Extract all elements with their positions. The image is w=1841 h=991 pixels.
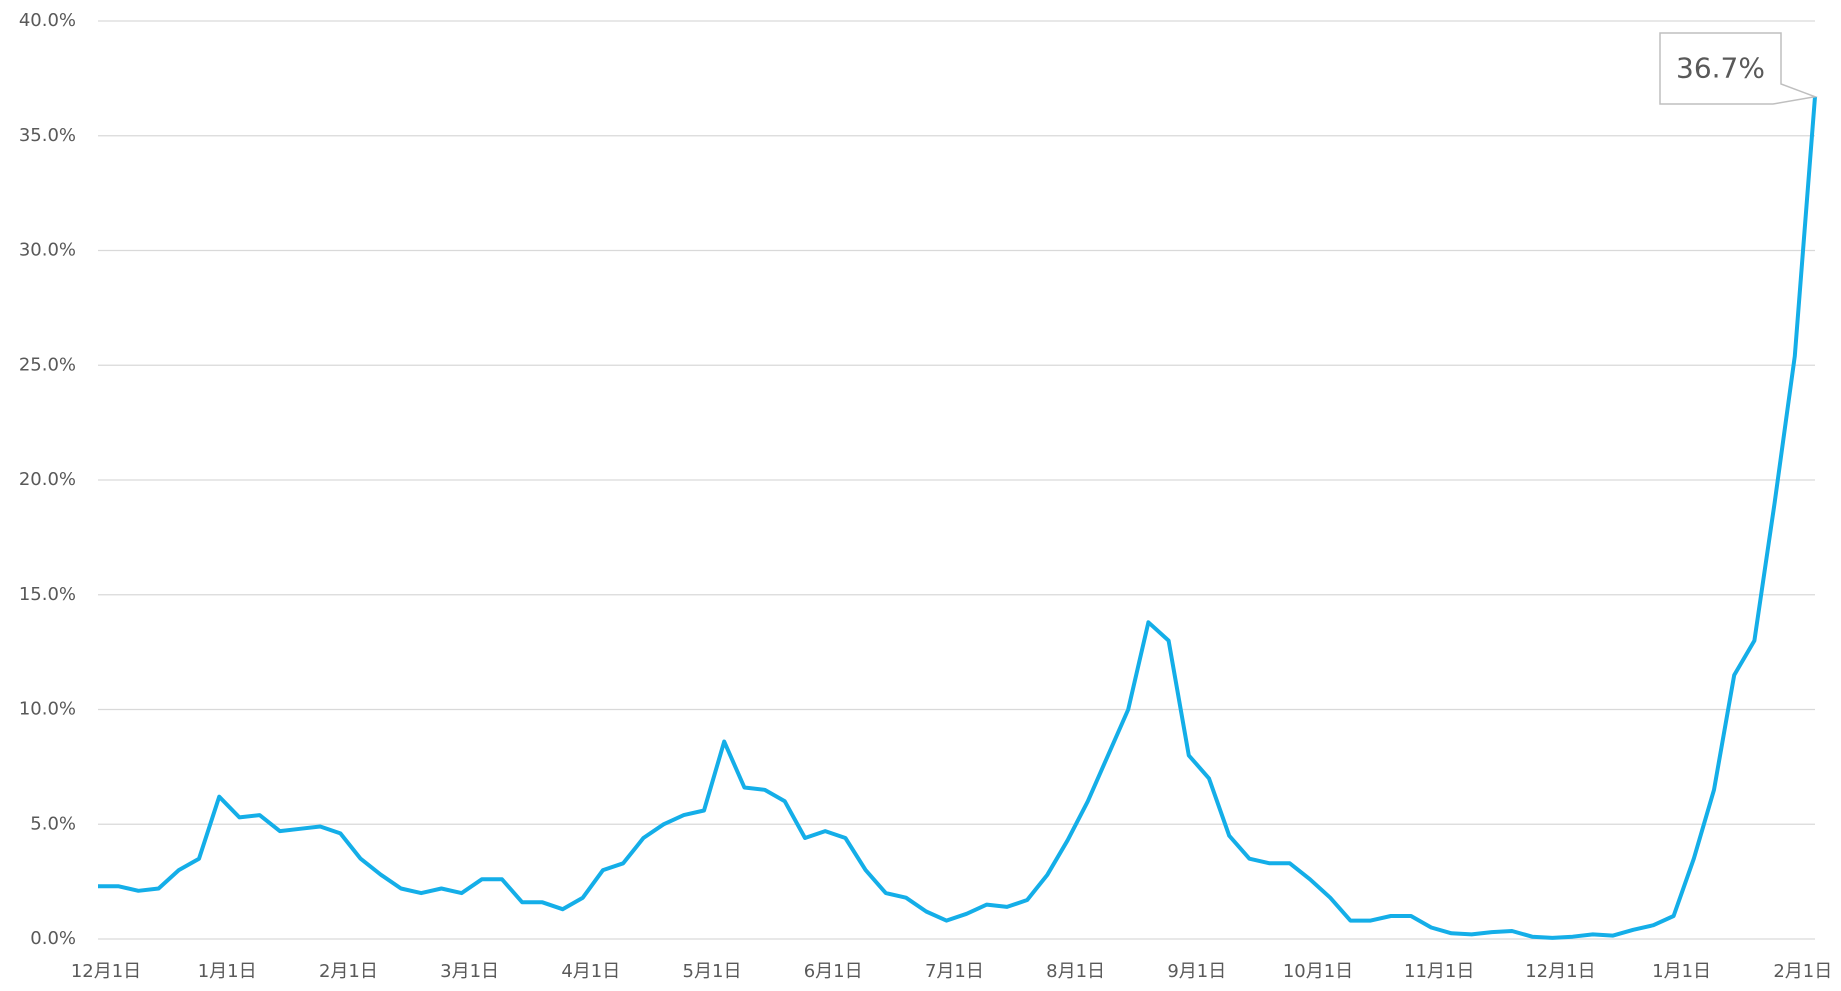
- y-tick-label: 35.0%: [19, 125, 76, 146]
- x-tick-label: 1月1日: [198, 961, 257, 982]
- callout-box: [1659, 32, 1818, 105]
- y-tick-label: 5.0%: [30, 813, 76, 834]
- data-label: 36.7%: [1676, 52, 1765, 85]
- x-tick-label: 7月1日: [925, 961, 984, 982]
- data-line: [98, 96, 1817, 940]
- x-tick-label: 3月1日: [440, 961, 499, 982]
- y-tick-label: 40.0%: [19, 10, 76, 31]
- x-tick-label: 5月1日: [683, 961, 742, 982]
- y-tick-label: 15.0%: [19, 584, 76, 605]
- x-tick-label: 12月1日: [1525, 961, 1595, 982]
- y-tick-label: 25.0%: [19, 354, 76, 375]
- x-tick-label: 6月1日: [804, 961, 863, 982]
- x-tick-label: 11月1日: [1404, 961, 1474, 982]
- x-tick-label: 12月1日: [71, 961, 141, 982]
- y-tick-label: 10.0%: [19, 699, 76, 720]
- x-tick-label: 2月1日: [1773, 961, 1832, 982]
- y-tick-label: 20.0%: [19, 469, 76, 490]
- x-tick-label: 8月1日: [1046, 961, 1105, 982]
- y-tick-label: 30.0%: [19, 240, 76, 261]
- x-tick-label: 9月1日: [1167, 961, 1226, 982]
- x-tick-label: 4月1日: [561, 961, 620, 982]
- x-tick-label: 10月1日: [1283, 961, 1353, 982]
- x-tick-label: 2月1日: [319, 961, 378, 982]
- y-tick-label: 0.0%: [30, 928, 76, 949]
- x-tick-label: 1月1日: [1652, 961, 1711, 982]
